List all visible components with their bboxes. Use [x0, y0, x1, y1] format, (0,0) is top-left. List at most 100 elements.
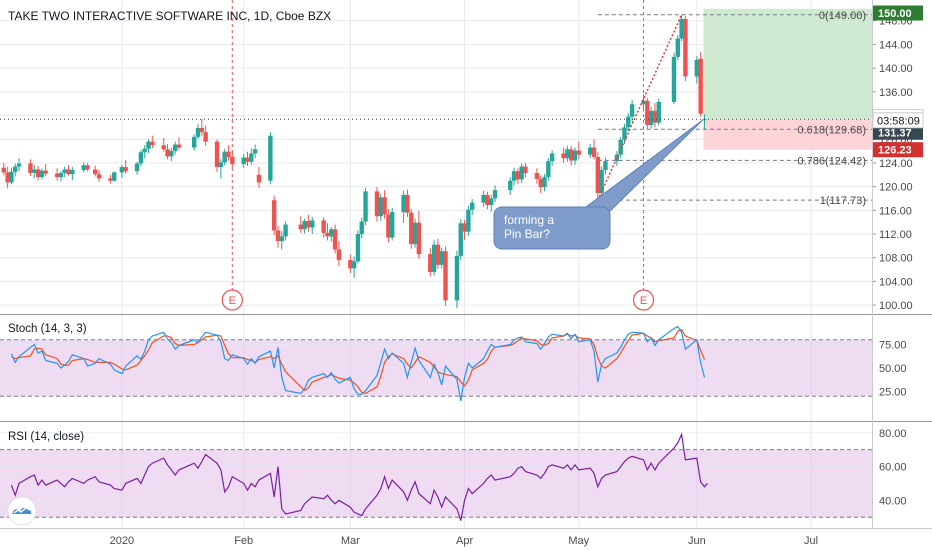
candle-body	[378, 197, 383, 217]
tradingview-logo[interactable]	[7, 496, 37, 526]
candle-body	[218, 162, 224, 168]
rsi-pane	[0, 432, 872, 521]
price-tick-label: 104.00	[879, 276, 913, 288]
candle-body	[32, 169, 37, 173]
candle-body	[412, 222, 418, 245]
candle-body	[336, 249, 342, 261]
fibonacci-retracement[interactable]: 0(149.00) 0.618(129.68) 0.786(124.42) 1(117…	[597, 10, 872, 207]
earnings-marker[interactable]	[221, 289, 243, 311]
candle-body	[542, 177, 547, 188]
candle-body	[481, 194, 486, 203]
candle-body	[386, 214, 391, 238]
candle-body	[214, 141, 220, 168]
candle-body	[321, 220, 326, 233]
candle-body	[363, 191, 368, 222]
candle-body	[561, 153, 566, 159]
candle-body	[390, 212, 395, 238]
time-tick-label: May	[568, 535, 589, 547]
stop-zone[interactable]	[703, 119, 872, 150]
candle-body	[1, 167, 7, 173]
price-badge-last: 131.37	[873, 124, 923, 140]
target-zone[interactable]	[703, 8, 872, 120]
candle-body	[469, 202, 475, 210]
candle-body	[534, 172, 540, 179]
stoch-tick-label: 75.00	[879, 340, 907, 352]
rsi-tick-label: 80.00	[879, 428, 907, 440]
candle-body	[458, 223, 463, 256]
candle-body	[142, 148, 147, 153]
candle-body	[176, 144, 182, 148]
candle-body	[310, 220, 315, 228]
candle-body	[279, 236, 284, 242]
candle-body	[511, 171, 517, 181]
candle-body	[119, 167, 125, 173]
candle-body	[694, 59, 700, 77]
candle-body	[123, 167, 128, 172]
stoch-tick-label: 50.00	[879, 363, 907, 375]
candle-body	[359, 221, 364, 235]
candle-body	[62, 169, 67, 173]
candle-body	[603, 161, 608, 171]
trend-line[interactable]	[597, 14, 683, 201]
candle-body	[108, 178, 113, 181]
candle-body	[351, 261, 357, 269]
price-tick-label: 100.00	[879, 300, 913, 312]
candle-body	[332, 229, 338, 250]
rsi-tick-label: 60.00	[879, 462, 907, 474]
candle-body	[546, 161, 551, 178]
callout-box[interactable]	[493, 206, 611, 250]
price-tick-label: 112.00	[879, 229, 912, 241]
candle-body	[256, 174, 262, 183]
rsi-line	[10, 432, 708, 521]
candle-body	[203, 132, 208, 142]
price-tick-label: 108.00	[879, 253, 913, 265]
price-badge-text: 126.23	[878, 145, 912, 157]
price-badge-text: 131.37	[878, 127, 912, 139]
candle-body	[271, 200, 277, 231]
fib-level-label: 1(117.73)	[820, 195, 866, 207]
candle-body	[172, 144, 178, 152]
earnings-marker-label: E	[640, 295, 647, 307]
candle-body	[275, 230, 281, 242]
candle-body	[629, 104, 635, 117]
trend-line-segment[interactable]	[597, 14, 683, 201]
candle-body	[39, 170, 45, 178]
candle-body	[671, 56, 677, 102]
candle-body	[641, 100, 646, 105]
candle-body	[409, 212, 414, 245]
candle-body	[466, 209, 471, 232]
candle-body	[679, 18, 684, 39]
candle-body	[702, 119, 707, 121]
time-tick-label: Mar	[341, 535, 360, 547]
earnings-marker[interactable]	[632, 289, 655, 311]
candle-body	[439, 251, 444, 265]
candle-body	[134, 163, 140, 172]
candle-body	[58, 172, 64, 178]
candle-body	[431, 244, 437, 272]
candle-body	[549, 153, 555, 162]
axes: 2020 Feb Mar Apr May Jun Jul 100.00 104.00 108.00…	[110, 5, 924, 547]
candle-body	[374, 191, 380, 217]
time-tick-label: Apr	[456, 535, 473, 547]
price-badge-bg	[873, 142, 923, 158]
candle-body	[302, 220, 307, 230]
candle-body	[622, 127, 627, 140]
candle-body	[489, 198, 494, 205]
stoch-k-line	[10, 325, 706, 402]
candle-body	[161, 145, 166, 150]
candle-body	[245, 157, 250, 162]
candle-body	[16, 163, 22, 167]
candle-body	[648, 110, 654, 126]
price-badge-text: 150.00	[878, 8, 912, 20]
candle-body	[572, 150, 578, 161]
candle-body	[54, 173, 60, 178]
price-tick-label: 136.00	[879, 87, 913, 99]
candle-body	[591, 147, 597, 157]
price-badge-stop: 126.23	[873, 142, 923, 158]
candle-body	[519, 166, 524, 180]
candle-body	[85, 165, 90, 170]
candle-body	[298, 224, 304, 230]
candle-body	[348, 260, 353, 269]
